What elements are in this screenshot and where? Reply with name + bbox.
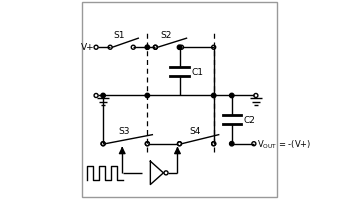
Circle shape xyxy=(145,94,150,98)
Circle shape xyxy=(211,94,216,98)
Text: V$_{\rm OUT}$ = -(V+): V$_{\rm OUT}$ = -(V+) xyxy=(257,138,311,150)
Circle shape xyxy=(229,142,234,146)
Text: S4: S4 xyxy=(189,127,200,135)
Circle shape xyxy=(177,46,182,50)
Circle shape xyxy=(101,94,105,98)
Text: S1: S1 xyxy=(113,31,125,39)
Text: C1: C1 xyxy=(192,68,204,76)
Text: S3: S3 xyxy=(118,127,130,135)
Circle shape xyxy=(229,94,234,98)
Text: V+: V+ xyxy=(81,43,95,51)
Text: S2: S2 xyxy=(161,31,172,39)
Circle shape xyxy=(145,46,150,50)
Text: C2: C2 xyxy=(244,116,256,124)
